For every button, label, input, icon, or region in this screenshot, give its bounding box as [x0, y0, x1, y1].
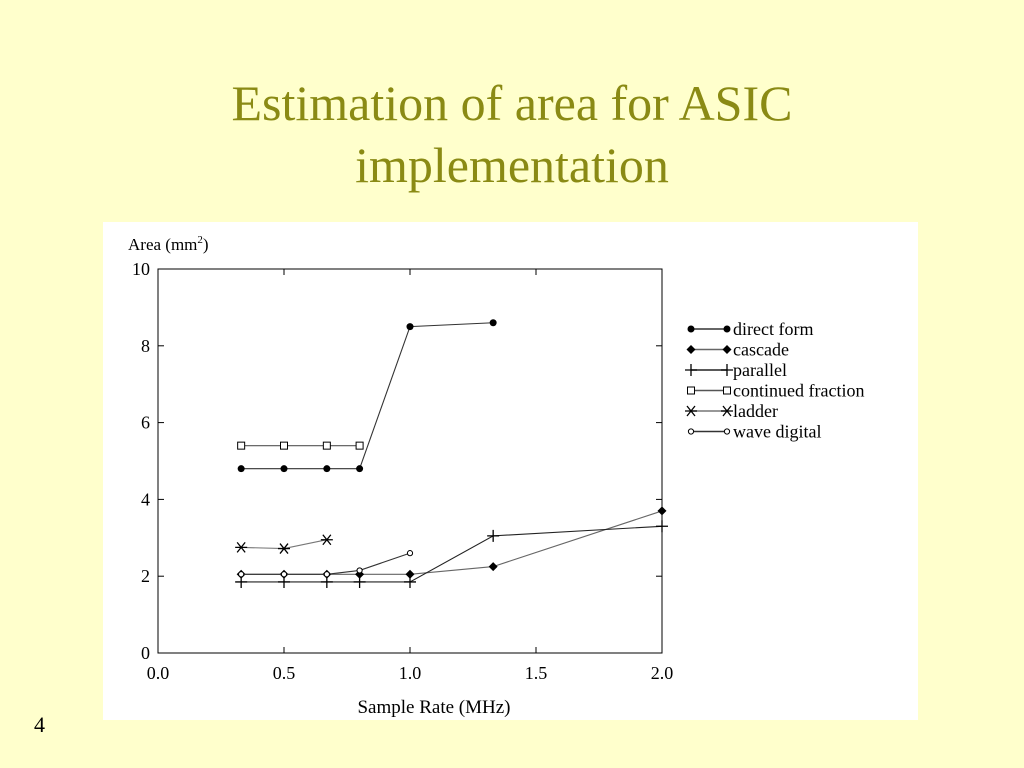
series-parallel: [235, 520, 668, 588]
series-line: [241, 510, 663, 575]
legend-marker-start: [687, 325, 695, 333]
data-point: [406, 550, 414, 557]
legend-label: ladder: [733, 401, 778, 421]
legend-marker-end: [723, 325, 731, 333]
data-point: [320, 575, 333, 588]
y-axis-label-suffix: ): [203, 235, 209, 254]
data-point: [656, 520, 668, 533]
legend-entry: direct form: [687, 319, 813, 339]
data-point: [487, 529, 500, 542]
data-point: [323, 571, 330, 578]
data-point: [355, 441, 364, 450]
data-point: [406, 323, 414, 331]
legend-marker-start: [685, 364, 697, 376]
series-direct-form: [237, 319, 497, 473]
data-point: [280, 571, 288, 578]
slide-title: Estimation of area for ASIC implementati…: [0, 72, 1024, 196]
data-point: [237, 465, 245, 473]
legend-entry: ladder: [685, 401, 778, 421]
legend-label: parallel: [733, 360, 787, 380]
legend-label: wave digital: [733, 422, 821, 442]
data-point: [278, 575, 290, 588]
legend-entry: continued fraction: [687, 381, 864, 401]
data-point: [235, 575, 248, 588]
data-point: [323, 465, 331, 473]
data-point: [280, 441, 288, 450]
data-point: [320, 534, 333, 546]
y-axis-label-superscript: 2: [197, 234, 203, 246]
series-line: [241, 539, 327, 550]
legend-label: cascade: [733, 340, 789, 360]
legend-marker-start: [685, 405, 697, 417]
legend-marker-end: [721, 405, 733, 417]
series-layer: [235, 319, 668, 588]
legend-marker-start: [687, 386, 695, 395]
y-tick-label: 10: [132, 259, 150, 279]
x-tick-label: 0.0: [147, 663, 170, 683]
data-point: [238, 571, 245, 578]
legend-marker-start: [687, 428, 695, 435]
legend-marker-start: [686, 345, 696, 354]
x-tick-label: 1.0: [399, 663, 422, 683]
series-wave-digital: [238, 550, 414, 578]
slide-title-line-2: implementation: [355, 137, 669, 193]
legend-marker-end: [723, 386, 731, 395]
data-point: [280, 465, 288, 473]
legend-marker-end: [722, 345, 732, 354]
y-tick-label: 2: [141, 566, 150, 586]
axes-layer: 0.0 0.5 1.0 1.5 2.0 0 2 4 6 8 10: [132, 259, 673, 683]
series-ladder: [235, 534, 333, 554]
y-axis-label: Area (mm2): [128, 234, 209, 254]
data-point: [488, 562, 498, 572]
data-point: [235, 541, 248, 553]
data-point: [356, 465, 364, 473]
legend-marker-end: [723, 428, 731, 435]
series-continued-fraction: [237, 441, 364, 450]
legend-entry: wave digital: [687, 422, 821, 442]
data-point: [356, 567, 363, 574]
legend-entry: cascade: [686, 340, 789, 360]
data-point: [404, 575, 416, 588]
x-axis-label: Sample Rate (MHz): [357, 697, 510, 718]
data-point: [278, 543, 290, 554]
chart-panel: 0.0 0.5 1.0 1.5 2.0 0 2 4 6 8 10 direct form cascad…: [103, 222, 918, 720]
series-line: [241, 525, 663, 583]
legend-marker-end: [721, 364, 733, 376]
series-line: [241, 322, 494, 470]
legend-entry: parallel: [685, 360, 787, 380]
y-tick-label: 4: [141, 489, 150, 509]
x-tick-label: 0.5: [273, 663, 296, 683]
data-point: [657, 506, 667, 516]
data-point: [353, 575, 366, 588]
legend-label: continued fraction: [733, 381, 864, 401]
legend-label: direct form: [733, 319, 813, 339]
data-point: [489, 319, 497, 327]
area-chart: 0.0 0.5 1.0 1.5 2.0 0 2 4 6 8 10 direct formcascad…: [128, 234, 864, 718]
y-tick-label: 8: [141, 336, 150, 356]
page-number: 4: [34, 712, 45, 737]
data-point: [237, 441, 246, 450]
series-cascade: [236, 506, 667, 579]
data-point: [405, 569, 415, 579]
x-tick-label: 2.0: [651, 663, 674, 683]
y-axis-label-main: Area (mm: [128, 235, 197, 254]
y-tick-label: 6: [141, 413, 150, 433]
y-tick-label: 0: [141, 643, 150, 663]
data-point: [322, 441, 331, 450]
x-tick-label: 1.5: [525, 663, 548, 683]
slide-title-line-1: Estimation of area for ASIC: [231, 75, 793, 131]
